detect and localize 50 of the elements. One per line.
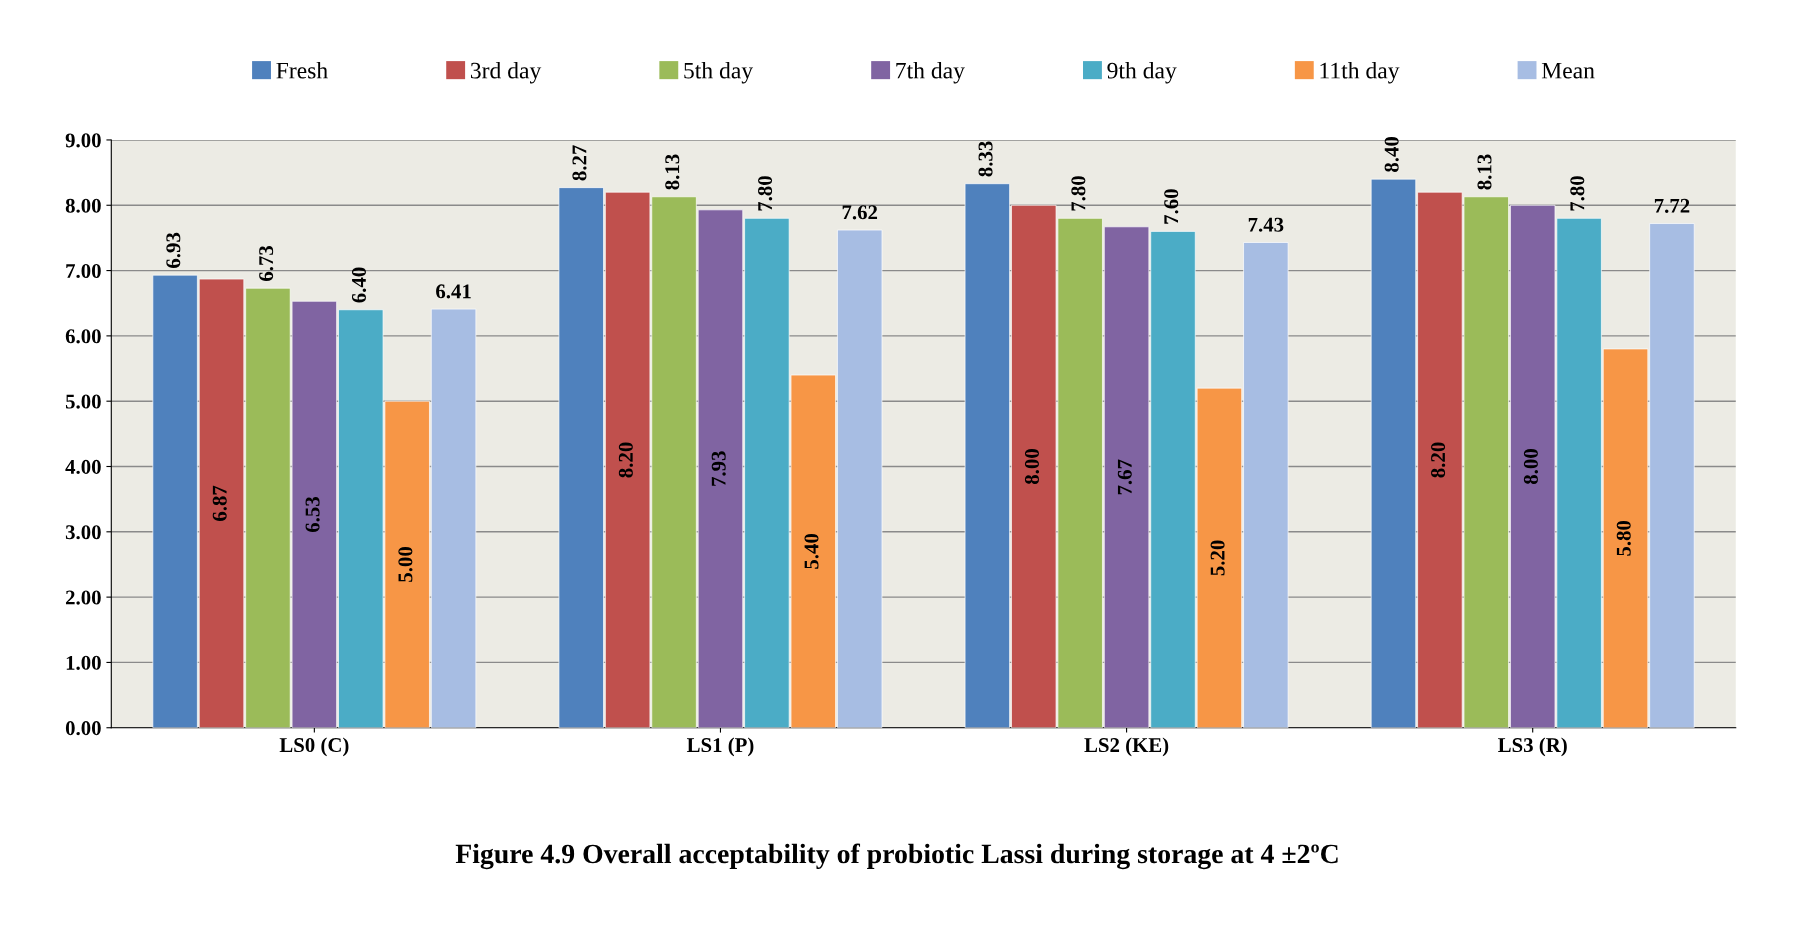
data-label: 7.62 [842, 205, 878, 220]
data-label: 6.93 [166, 232, 181, 268]
data-label: 7.67 [1117, 459, 1132, 495]
data-label: 8.00 [1523, 449, 1539, 485]
data-label: 7.80 [758, 176, 773, 211]
data-label: 5.20 [1210, 540, 1225, 576]
data-label: 8.40 [1384, 136, 1399, 172]
data-label: 8.20 [618, 442, 633, 478]
data-label: 5.40 [804, 533, 819, 569]
y-tick-label: 1.00 [66, 655, 101, 670]
x-tick-label: LS1 (P) [686, 737, 754, 757]
data-label: 8.13 [1477, 154, 1492, 190]
y-tick-label: 3.00 [65, 525, 101, 540]
x-tick-label: LS2 (KE) [1084, 737, 1169, 757]
data-label: 8.20 [1431, 442, 1446, 478]
data-label: 6.40 [351, 267, 367, 303]
x-tick-label: LS3 (R) [1498, 737, 1567, 757]
data-label: 7.93 [711, 451, 726, 486]
data-label: 8.27 [572, 145, 587, 181]
data-label: 7.43 [1248, 217, 1284, 232]
y-tick-label: 8.00 [65, 198, 101, 213]
data-label: 8.13 [665, 154, 680, 190]
data-label: 6.73 [259, 245, 274, 281]
y-tick-label: 6.00 [65, 329, 101, 344]
legend-label: 11th day [1320, 61, 1400, 84]
legend-label: 9th day [1107, 61, 1177, 84]
legend-label: 3rd day [470, 61, 542, 84]
data-label: 5.80 [1616, 520, 1631, 556]
text: Figure 4.9 Overall acceptability of probiotic Lassi during storage at 4 ±2ºC [455, 843, 1338, 870]
y-tick-label: 5.00 [65, 394, 101, 409]
legend-label: Fresh [276, 61, 328, 79]
data-label: 8.33 [978, 141, 993, 177]
y-tick-label: 7.00 [66, 263, 101, 279]
legend-label: 7th day [896, 61, 965, 84]
x-tick-label: LS0 (C) [279, 737, 349, 757]
legend-label: 5th day [684, 61, 754, 84]
legend-label: Mean [1541, 62, 1595, 79]
data-label: 7.60 [1164, 189, 1179, 224]
data-label: 6.87 [212, 485, 227, 521]
data-label: 8.00 [1024, 449, 1040, 485]
data-label: 6.53 [305, 496, 320, 533]
y-tick-label: 2.00 [65, 590, 101, 605]
y-tick-label: 0.00 [65, 721, 101, 736]
y-tick-label: 9.00 [65, 133, 101, 148]
data-label: 7.72 [1654, 198, 1690, 213]
data-label: 7.80 [1071, 176, 1086, 211]
y-tick-label: 4.00 [65, 459, 101, 475]
data-label: 7.80 [1570, 176, 1585, 211]
data-label: 5.00 [398, 547, 413, 582]
data-label: 6.41 [436, 284, 471, 299]
